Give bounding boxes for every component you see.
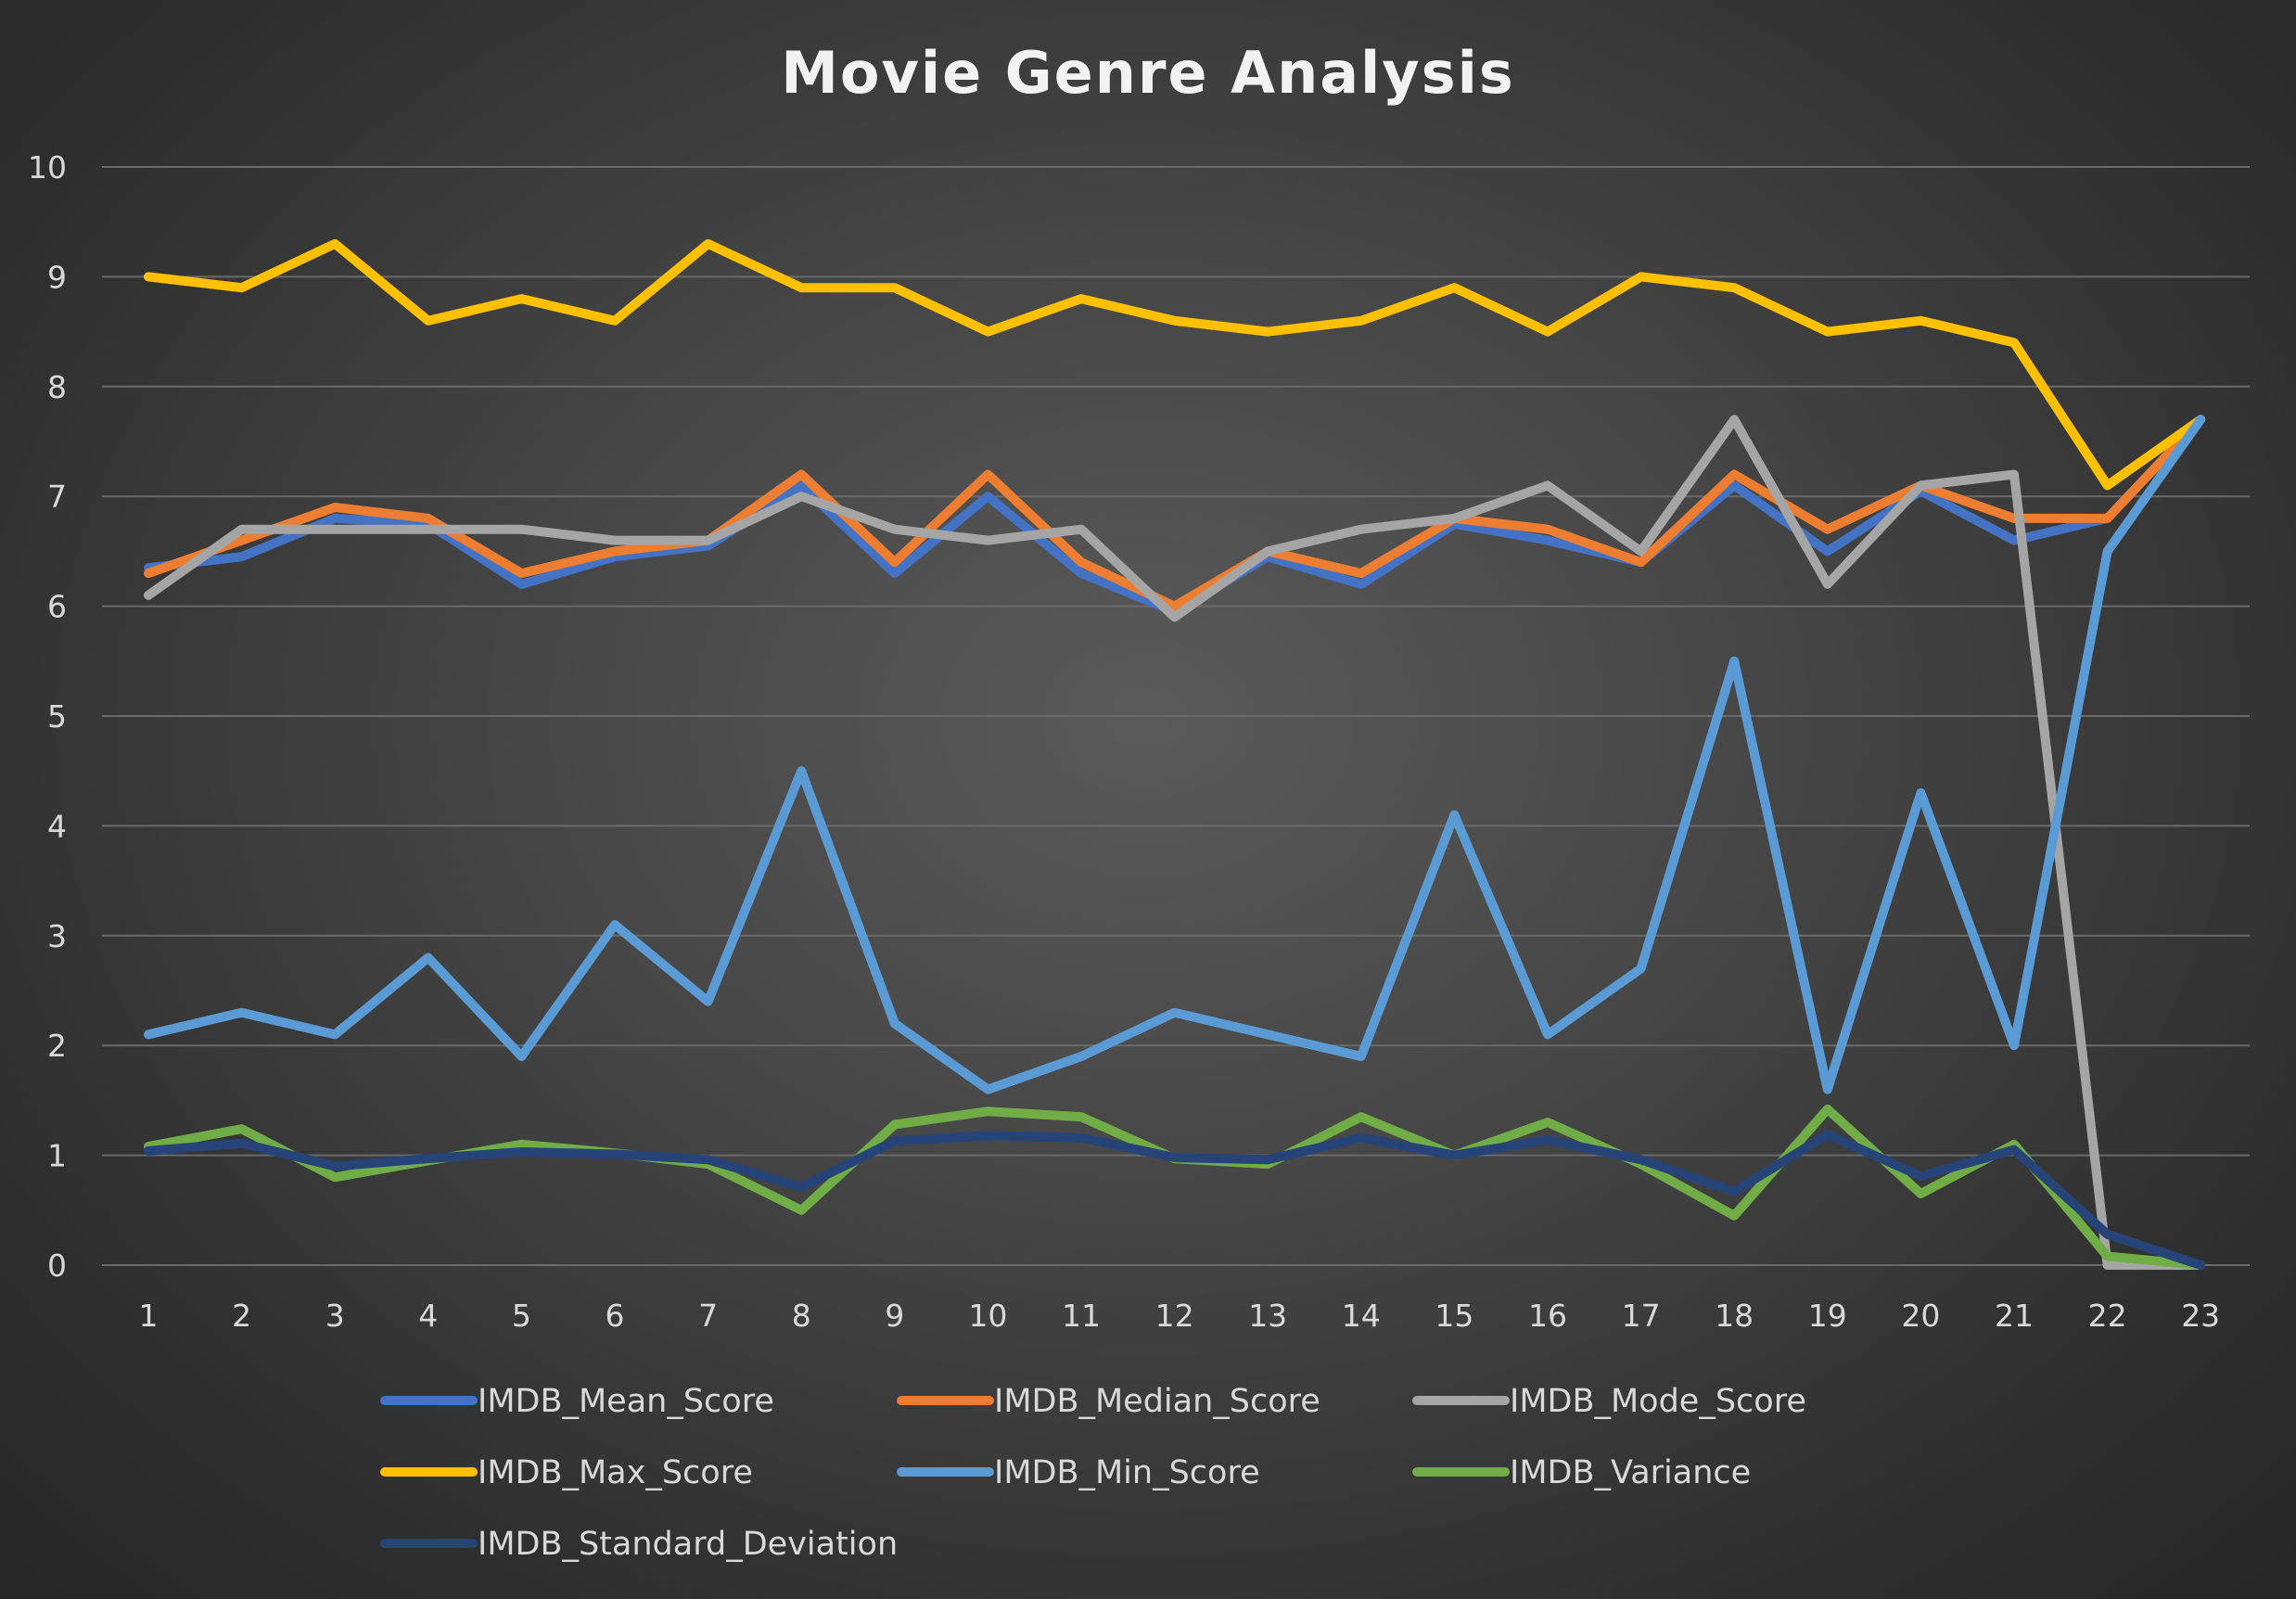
y-tick-label: 7	[47, 479, 67, 515]
chart-title: Movie Genre Analysis	[781, 39, 1515, 107]
x-tick-label: 1	[139, 1298, 159, 1334]
x-tick-label: 10	[968, 1298, 1007, 1334]
x-tick-label: 17	[1622, 1298, 1661, 1334]
y-tick-label: 4	[47, 808, 67, 844]
x-axis-ticks: 1 2 3 4 5 6 7 8 9 10 11 12 13 14 15 16 17 18 19 20 21 22 23	[139, 1298, 2221, 1334]
x-tick-label: 7	[698, 1298, 718, 1334]
x-tick-label: 20	[1901, 1298, 1940, 1334]
series-line-imdb-variance	[144, 1104, 2206, 1270]
legend-label: IMDB_Min_Score	[994, 1454, 1260, 1491]
x-tick-label: 23	[2181, 1298, 2220, 1334]
legend: IMDB_Mean_Score IMDB_Median_Score IMDB_Mod…	[380, 1383, 1806, 1563]
legend-item-imdb-max-score: IMDB_Max_Score	[380, 1454, 753, 1491]
x-tick-label: 15	[1435, 1298, 1473, 1334]
y-tick-label: 5	[47, 698, 67, 735]
legend-item-imdb-min-score: IMDB_Min_Score	[897, 1454, 1260, 1491]
x-tick-label: 16	[1528, 1298, 1567, 1334]
x-tick-label: 14	[1342, 1298, 1381, 1334]
y-tick-label: 9	[47, 259, 67, 295]
x-tick-label: 12	[1155, 1298, 1194, 1334]
legend-label: IMDB_Median_Score	[994, 1383, 1320, 1420]
x-tick-label: 19	[1808, 1298, 1847, 1334]
y-axis-ticks: 0 1 2 3 4 5 6 7 8 9 10	[28, 149, 67, 1284]
y-tick-label: 3	[47, 918, 67, 954]
legend-item-imdb-mode-score: IMDB_Mode_Score	[1412, 1383, 1806, 1420]
legend-label: IMDB_Variance	[1510, 1454, 1751, 1491]
legend-label: IMDB_Mean_Score	[478, 1383, 774, 1420]
y-tick-label: 8	[47, 369, 67, 405]
legend-item-imdb-mean-score: IMDB_Mean_Score	[380, 1383, 774, 1420]
y-tick-label: 2	[47, 1028, 67, 1064]
x-tick-label: 5	[512, 1298, 531, 1334]
y-tick-label: 1	[47, 1138, 67, 1174]
x-tick-label: 4	[418, 1298, 438, 1334]
series-line-imdb-max-score	[144, 238, 2206, 491]
x-tick-label: 8	[792, 1298, 811, 1334]
legend-item-imdb-standard-deviation: IMDB_Standard_Deviation	[380, 1526, 898, 1563]
series-line-imdb-mode-score	[144, 415, 2206, 1270]
series-line-imdb-standard-deviation	[144, 1130, 2206, 1270]
legend-label: IMDB_Mode_Score	[1510, 1383, 1806, 1420]
legend-item-imdb-variance: IMDB_Variance	[1412, 1454, 1751, 1491]
x-tick-label: 22	[2088, 1298, 2127, 1334]
series-line-imdb-min-score	[144, 415, 2206, 1094]
x-tick-label: 2	[232, 1298, 251, 1334]
grid-lines	[102, 166, 2250, 1266]
y-tick-label: 0	[47, 1247, 67, 1284]
x-tick-label: 3	[325, 1298, 345, 1334]
legend-label: IMDB_Standard_Deviation	[478, 1526, 898, 1563]
legend-item-imdb-median-score: IMDB_Median_Score	[897, 1383, 1320, 1420]
series-lines	[144, 238, 2206, 1270]
legend-label: IMDB_Max_Score	[478, 1454, 753, 1491]
y-tick-label: 6	[47, 589, 67, 625]
y-tick-label: 10	[28, 149, 67, 185]
x-tick-label: 6	[606, 1298, 625, 1334]
x-tick-label: 11	[1062, 1298, 1101, 1334]
x-tick-label: 21	[1995, 1298, 2034, 1334]
x-tick-label: 9	[885, 1298, 904, 1334]
x-tick-label: 18	[1715, 1298, 1754, 1334]
x-tick-label: 13	[1248, 1298, 1287, 1334]
series-line-imdb-median-score	[144, 415, 2206, 611]
